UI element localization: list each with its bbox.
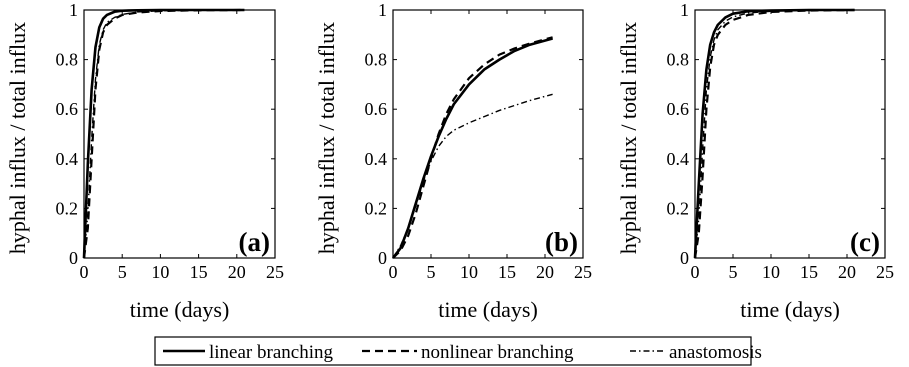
panel-a-x-tick-label: 15	[190, 262, 208, 282]
panel-c-y-tick-label: 0	[680, 248, 689, 268]
panel-b: 0 5 10 15 20 25 0 0.2 0.4 0.6 0.8 1 time (days) hypha…	[314, 0, 592, 322]
panel-b-y-axis-label: hyphal influx / total influx	[314, 22, 339, 254]
panel-c-y-axis-label: hyphal influx / total influx	[616, 22, 641, 254]
panel-c: 0 5 10 15 20 25 0 0.2 0.4 0.6 0.8 1 time (days) hypha…	[616, 0, 894, 322]
panel-c-series-nonlinear	[695, 10, 855, 258]
panel-b-x-tick-label: 25	[574, 262, 592, 282]
panel-a-y-tick-label: 0.8	[56, 50, 79, 70]
panel-c-y-tick-label: 0.2	[667, 198, 690, 218]
panel-a-x-tick-label: 25	[266, 262, 284, 282]
panel-c-series-anastomosis	[695, 10, 855, 258]
panel-a-y-tick-label: 0.2	[56, 198, 79, 218]
legend: linear branching nonlinear branching ana…	[155, 337, 762, 365]
panel-a-series-anastomosis	[84, 10, 244, 258]
panel-c-x-tick-label: 0	[691, 262, 700, 282]
panel-a-y-tick-label: 0	[69, 248, 78, 268]
panel-c-label: (c)	[850, 227, 880, 257]
panel-b-axes-frame	[393, 10, 583, 258]
panel-a-y-axis-label: hyphal influx / total influx	[5, 22, 30, 254]
panel-b-label: (b)	[545, 227, 578, 257]
panel-c-y-tick-label: 0.8	[667, 50, 690, 70]
legend-label-nonlinear: nonlinear branching	[421, 342, 574, 363]
panel-a-y-tick-label: 1	[69, 0, 78, 20]
panel-b-y-tick-label: 0.6	[365, 99, 388, 119]
panel-c-series-linear	[695, 10, 855, 258]
panel-b-y-tick-label: 0.4	[365, 149, 388, 169]
panel-c-y-tick-label: 0.4	[667, 149, 690, 169]
panel-a-x-tick-label: 5	[118, 262, 127, 282]
panel-b-series-anastomosis	[393, 94, 553, 258]
panel-a-x-axis-label: time (days)	[130, 297, 230, 322]
panel-b-x-tick-label: 15	[498, 262, 516, 282]
panel-a-x-tick-label: 20	[228, 262, 246, 282]
panel-b-y-tick-label: 0.2	[365, 198, 388, 218]
panel-b-y-tick-label: 1	[378, 0, 387, 20]
panel-c-x-tick-label: 25	[876, 262, 894, 282]
panel-c-x-tick-label: 20	[838, 262, 856, 282]
panel-a: 0 5 10 15 20 25 0 0.2 0.4 0.6 0.8 1 time (days) hypha…	[5, 0, 284, 322]
panel-b-series-nonlinear	[393, 37, 553, 258]
panel-b-x-tick-label: 10	[460, 262, 478, 282]
panel-c-x-tick-label: 5	[729, 262, 738, 282]
panel-b-x-axis-label: time (days)	[438, 297, 538, 322]
panel-a-x-tick-label: 0	[80, 262, 89, 282]
legend-label-anastomosis: anastomosis	[669, 342, 762, 363]
panel-b-x-tick-label: 20	[536, 262, 554, 282]
panel-c-x-axis-label: time (days)	[740, 297, 840, 322]
panel-a-y-tick-label: 0.4	[56, 149, 79, 169]
panel-c-x-tick-label: 15	[800, 262, 818, 282]
panel-a-axes-frame	[84, 10, 275, 258]
panel-b-x-tick-label: 5	[427, 262, 436, 282]
panel-c-x-tick-label: 10	[762, 262, 780, 282]
panel-a-series-linear	[84, 10, 244, 258]
panel-c-y-tick-label: 0.6	[667, 99, 690, 119]
panel-b-x-tick-label: 0	[389, 262, 398, 282]
panel-a-y-tick-label: 0.6	[56, 99, 79, 119]
panel-b-y-tick-label: 0.8	[365, 50, 388, 70]
panel-b-y-tick-label: 0	[378, 248, 387, 268]
panel-c-axes-frame	[695, 10, 885, 258]
panel-c-y-tick-label: 1	[680, 0, 689, 20]
panel-a-x-tick-label: 10	[151, 262, 169, 282]
panel-a-label: (a)	[239, 227, 270, 257]
panel-a-series-nonlinear	[84, 10, 244, 258]
panel-b-series-linear	[393, 39, 553, 258]
legend-label-linear: linear branching	[209, 342, 333, 363]
